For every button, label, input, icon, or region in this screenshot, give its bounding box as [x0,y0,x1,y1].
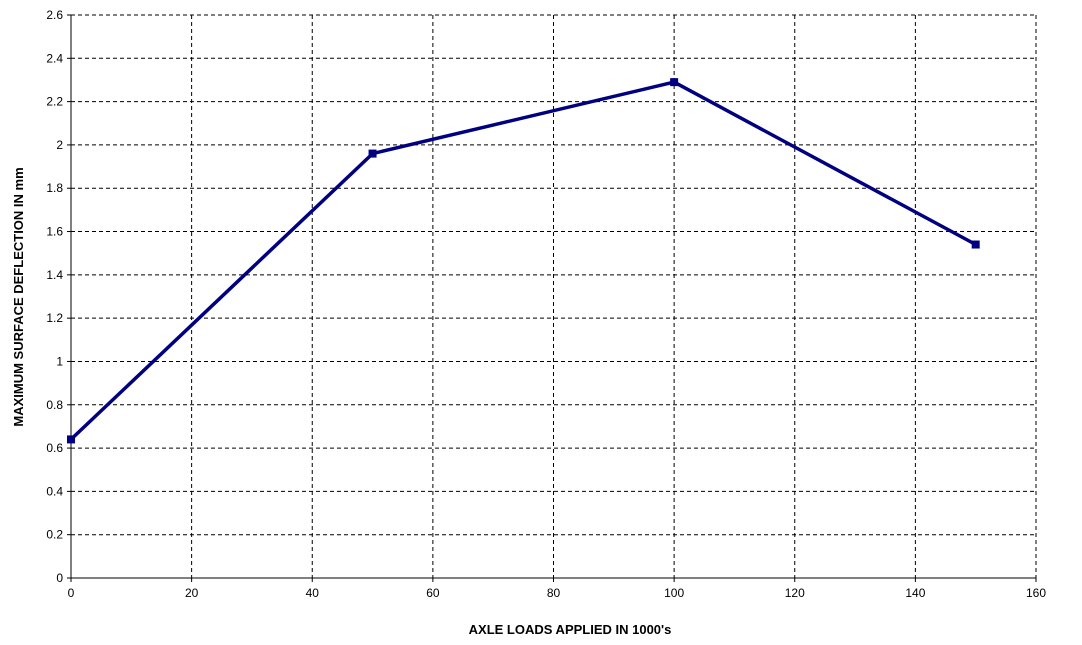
x-tick-label: 100 [664,586,684,600]
data-point-marker [67,435,75,444]
y-tick-label: 2.6 [46,8,63,22]
y-tick-label: 1 [56,354,63,368]
x-tick-label: 60 [426,586,440,600]
y-tick-label: 1.2 [46,311,63,325]
x-tick-label: 20 [185,586,199,600]
y-tick-label: 1.8 [46,181,63,195]
data-point-marker [368,149,377,158]
y-tick-label: 1.4 [46,268,63,282]
x-tick-label: 0 [68,586,75,600]
data-point-marker [971,240,980,249]
y-axis-ticks: 0 0.2 0.4 0.6 0.8 1 1.2 1.4 1.6 1.8 2 2.2 2.4 2.6 [46,8,71,585]
series-line [69,80,977,441]
x-tick-label: 160 [1026,586,1046,600]
y-axis-title: MAXIMUM SURFACE DEFLECTION IN mm [11,167,26,426]
y-tick-label: 0.4 [46,484,63,498]
y-tick-label: 0.8 [46,398,63,412]
x-tick-label: 120 [785,586,805,600]
y-tick-label: 2 [56,138,63,152]
grid [71,14,1037,578]
y-tick-label: 2.2 [46,95,63,109]
x-tick-label: 40 [306,586,320,600]
x-tick-label: 140 [905,586,925,600]
x-axis-ticks: 0 20 40 60 80 100 120 140 160 [68,578,1046,600]
y-tick-label: 2.4 [46,51,63,65]
y-tick-label: 0 [56,571,63,585]
y-tick-label: 0.6 [46,441,63,455]
x-tick-label: 80 [547,586,561,600]
y-tick-label: 0.2 [46,528,63,542]
y-tick-label: 1.6 [46,225,63,239]
series [67,78,980,444]
x-axis-title: AXLE LOADS APPLIED IN 1000's [469,622,672,637]
data-point-marker [670,78,679,87]
